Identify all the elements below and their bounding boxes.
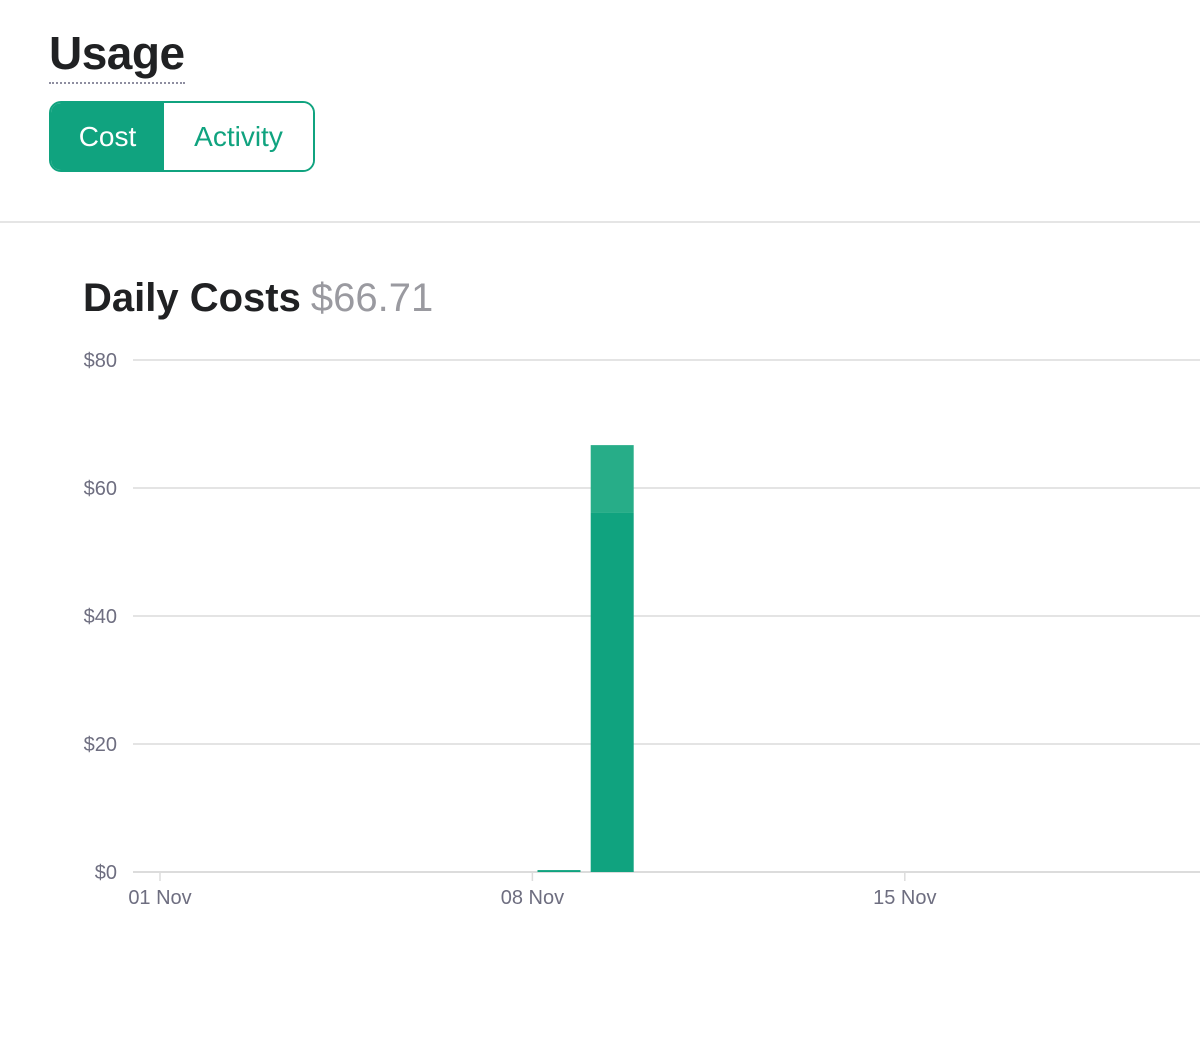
- chart-total-cost: $66.71: [310, 276, 434, 320]
- chart-title: Daily Costs $66.71: [83, 275, 433, 321]
- y-tick-label: $0: [95, 862, 117, 884]
- tab-activity[interactable]: Activity: [164, 103, 313, 170]
- x-tick-label: 08 Nov: [501, 887, 564, 909]
- y-tick-label: $60: [84, 478, 117, 500]
- daily-costs-section: $0 $20 $40 $60 $80 01 Nov 08 Nov 15 Nov Daily C…: [0, 223, 1200, 1041]
- y-tick-label: $40: [84, 606, 117, 628]
- usage-header: Usage Cost Activity: [0, 0, 1200, 223]
- y-tick-label: $20: [84, 734, 117, 756]
- chart-title-label: Daily Costs: [83, 276, 301, 320]
- x-tick-label: 15 Nov: [873, 887, 936, 909]
- page-title: Usage: [49, 26, 185, 84]
- tab-cost[interactable]: Cost: [51, 103, 164, 170]
- bar-segment: [590, 512, 634, 872]
- y-tick-label: $80: [84, 350, 117, 372]
- x-tick-label: 01 Nov: [128, 887, 191, 909]
- bar-segment: [590, 445, 634, 513]
- bar-segment: [537, 870, 581, 872]
- view-toggle: Cost Activity: [49, 101, 315, 172]
- daily-costs-chart: $0 $20 $40 $60 $80 01 Nov 08 Nov 15 Nov: [84, 350, 1200, 909]
